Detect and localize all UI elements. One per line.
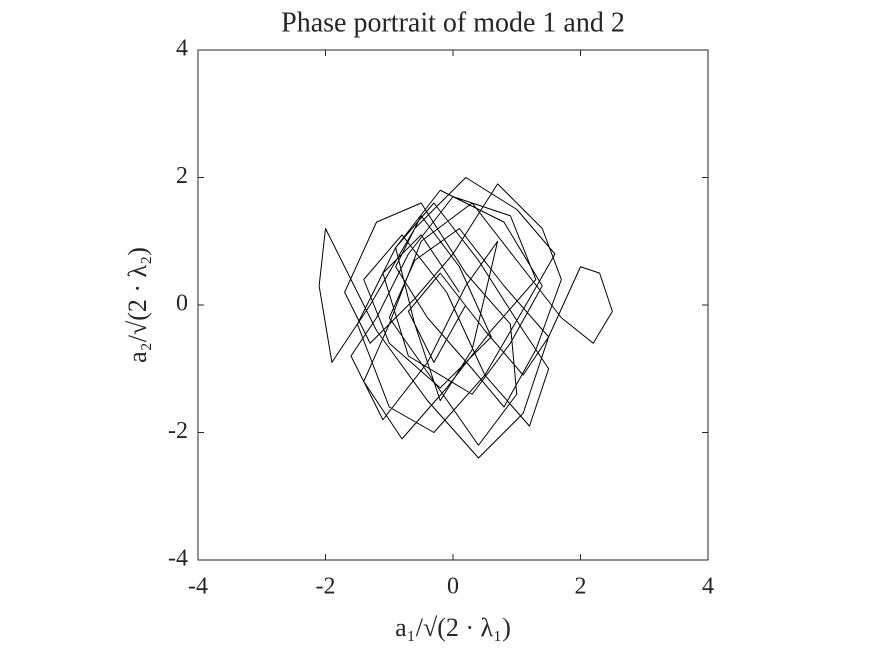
- x-tick-label: 0: [447, 574, 459, 600]
- y-tick-label: -4: [168, 546, 188, 572]
- y-tick-label: 4: [176, 36, 188, 62]
- y-axis-label: a₂/√(2 · λ₂): [123, 247, 152, 363]
- x-tick-label: -4: [188, 574, 208, 600]
- trajectory: [318, 177, 613, 459]
- x-tick-label: 2: [575, 574, 587, 600]
- y-tick-label: 2: [176, 163, 188, 189]
- x-axis-label: a₁/√(2 · λ₁): [395, 613, 511, 642]
- x-tick-label: 4: [702, 574, 714, 600]
- chart-title: Phase portrait of mode 1 and 2: [281, 7, 625, 38]
- y-tick-label: -2: [168, 418, 188, 444]
- y-tick-label: 0: [176, 291, 188, 317]
- x-tick-label: -2: [316, 574, 336, 600]
